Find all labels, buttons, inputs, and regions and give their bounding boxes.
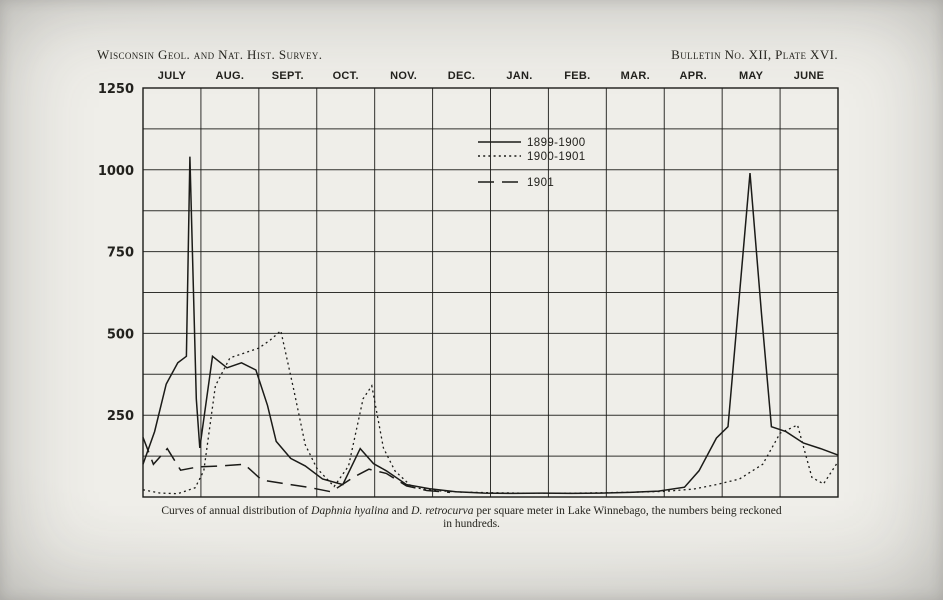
survey-title: Wisconsin Geol. and Nat. Hist. Survey. xyxy=(97,47,323,62)
y-tick-label: 1250 xyxy=(98,82,134,97)
y-tick-label: 1000 xyxy=(98,164,134,179)
caption-line-1: Curves of annual distribution of Daphnia… xyxy=(0,505,943,518)
month-axis-labels: JULY AUG. SEPT. OCT. NOV. DEC. JAN. FEB. MAR. APR… xyxy=(158,70,825,82)
month-label: MAR. xyxy=(621,70,650,82)
month-label: MAY xyxy=(739,70,764,82)
y-tick-label: 750 xyxy=(107,246,134,261)
month-label: APR. xyxy=(679,70,706,82)
y-axis-labels: 250 500 750 1000 1250 xyxy=(98,82,134,424)
species-name: D. retrocurva xyxy=(411,505,474,517)
bulletin-plate-number: Bulletin No. XII, Plate XVI. xyxy=(671,47,838,62)
caption-text: and xyxy=(388,505,412,517)
plate-header: Wisconsin Geol. and Nat. Hist. Survey. B… xyxy=(97,47,838,63)
month-label: OCT. xyxy=(333,70,359,82)
caption-text: per square meter in Lake Winnebago, the … xyxy=(473,505,782,517)
month-label: DEC. xyxy=(448,70,475,82)
legend-label: 1901 xyxy=(527,177,554,189)
y-tick-label: 250 xyxy=(107,409,134,424)
month-label: AUG. xyxy=(216,70,245,82)
month-label: FEB. xyxy=(564,70,590,82)
series-line-1901 xyxy=(142,437,451,494)
caption-line-2: in hundreds. xyxy=(443,518,500,530)
caption-text: Curves of annual distribution of xyxy=(161,505,312,517)
month-label: JUNE xyxy=(794,70,825,82)
y-tick-label: 500 xyxy=(107,327,134,342)
month-label: NOV. xyxy=(390,70,417,82)
month-label: JULY xyxy=(158,70,187,82)
species-name: Daphnia hyalina xyxy=(311,505,389,517)
legend: 1899-1900 1900-1901 1901 xyxy=(478,137,586,189)
series-line-1899-1900 xyxy=(142,156,839,495)
grid xyxy=(142,87,839,498)
figure-caption: Curves of annual distribution of Daphnia… xyxy=(0,505,943,531)
series-line-1900-1901 xyxy=(142,329,839,495)
chart-frame xyxy=(142,87,839,498)
month-label: SEPT. xyxy=(272,70,304,82)
month-label: JAN. xyxy=(506,70,532,82)
legend-label: 1900-1901 xyxy=(527,151,586,163)
legend-label: 1899-1900 xyxy=(527,137,586,149)
